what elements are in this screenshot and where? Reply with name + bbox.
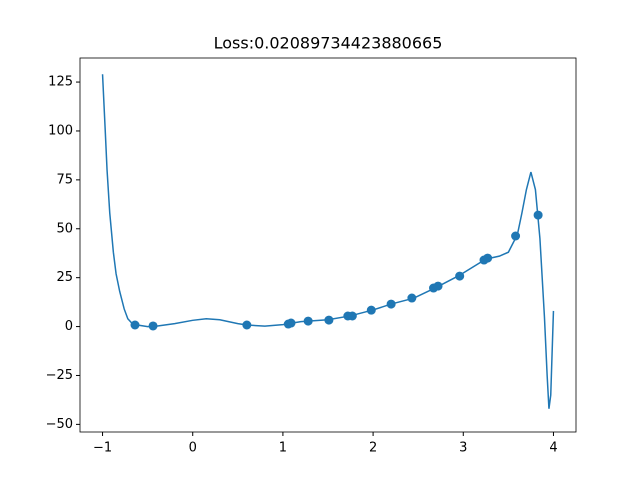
y-tick-label: 50 bbox=[56, 221, 73, 236]
curve bbox=[101, 74, 555, 409]
point bbox=[366, 305, 376, 315]
y-tick-label: −25 bbox=[46, 368, 73, 383]
x-tick-label: 0 bbox=[189, 441, 197, 456]
point bbox=[511, 231, 521, 241]
point bbox=[148, 321, 158, 331]
point bbox=[286, 318, 296, 328]
point bbox=[130, 320, 140, 330]
point bbox=[242, 320, 252, 330]
point bbox=[483, 253, 493, 263]
y-tick-label: 0 bbox=[65, 319, 73, 334]
x-tick-label: 1 bbox=[279, 441, 287, 456]
y-tick-label: −50 bbox=[46, 417, 73, 432]
point bbox=[455, 271, 465, 281]
plot-frame bbox=[79, 57, 577, 433]
point bbox=[347, 311, 357, 321]
point bbox=[386, 299, 396, 309]
x-tick-label: 4 bbox=[549, 441, 557, 456]
chart-title: Loss:0.02089734423880665 bbox=[214, 34, 443, 53]
point bbox=[533, 210, 543, 220]
x-tick-label: 3 bbox=[459, 441, 467, 456]
y-tick-label: 25 bbox=[56, 270, 73, 285]
x-tick-label: 2 bbox=[369, 441, 377, 456]
point bbox=[407, 293, 417, 303]
point bbox=[303, 316, 313, 326]
y-tick-label: 100 bbox=[48, 123, 73, 138]
y-tick-label: 75 bbox=[56, 172, 73, 187]
x-tick-label: −1 bbox=[93, 441, 112, 456]
point bbox=[433, 281, 443, 291]
y-tick-label: 125 bbox=[48, 75, 73, 90]
point bbox=[324, 315, 334, 325]
